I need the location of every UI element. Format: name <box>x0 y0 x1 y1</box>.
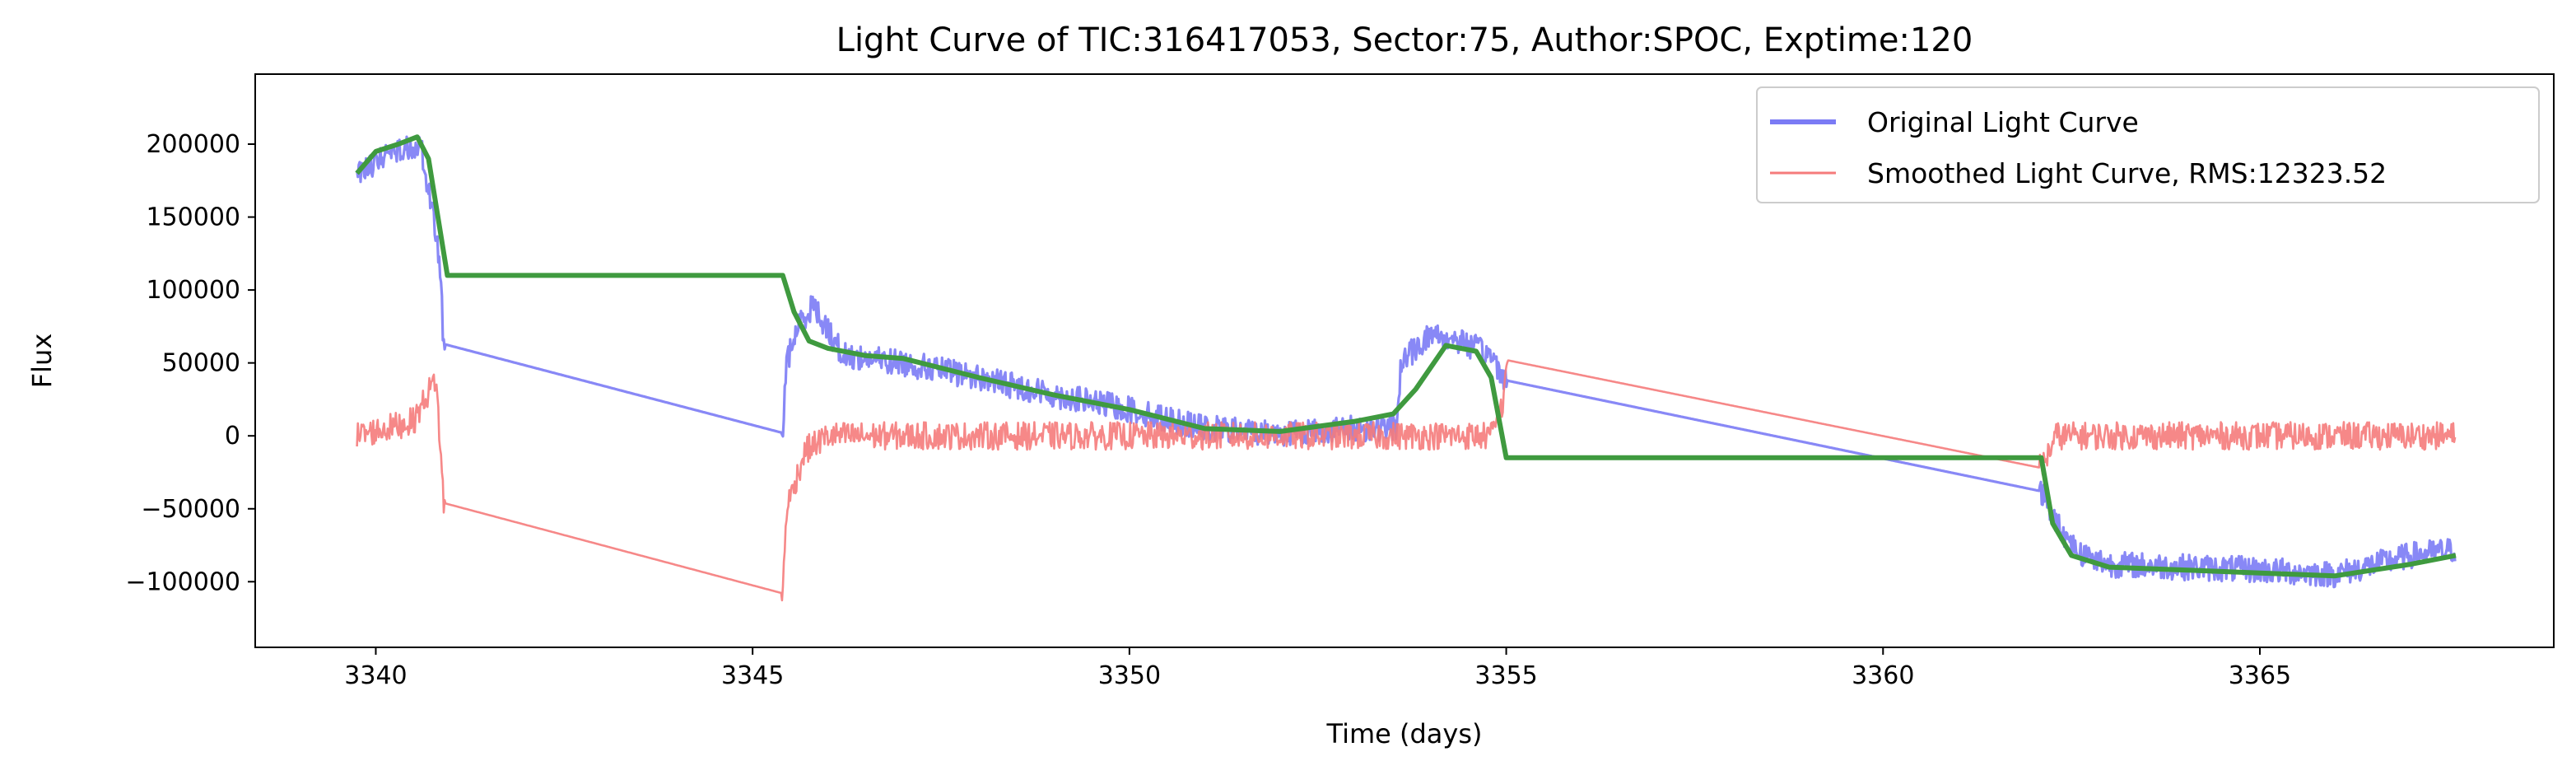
series-group <box>355 134 2457 602</box>
x-tick-label: 3355 <box>1474 661 1537 690</box>
x-tick-label: 3345 <box>721 661 784 690</box>
legend-label-smoothed: Smoothed Light Curve, RMS:12323.52 <box>1867 157 2387 189</box>
x-tick-label: 3340 <box>344 661 407 690</box>
series-line-residual <box>356 359 2457 602</box>
x-tick-label: 3360 <box>1852 661 1914 690</box>
y-tick-label: −50000 <box>141 495 240 524</box>
legend-label-original: Original Light Curve <box>1867 106 2139 138</box>
legend-box <box>1756 86 2540 203</box>
x-tick-label: 3350 <box>1098 661 1161 690</box>
y-tick-label: 50000 <box>162 349 240 378</box>
y-tick-label: 150000 <box>146 203 240 232</box>
y-tick-label: 0 <box>225 422 240 451</box>
series-line-trend <box>355 134 2457 579</box>
y-tick-label: 200000 <box>146 130 240 159</box>
y-axis-label: Flux <box>26 334 58 389</box>
legend: Original Light Curve Smoothed Light Curv… <box>1756 86 2540 203</box>
y-tick-label: 100000 <box>146 276 240 305</box>
axis-ticks: 3340 3345 3350 3355 3360 3365 200000 150000 1000… <box>125 130 2291 690</box>
y-tick-label: −100000 <box>125 567 240 596</box>
x-tick-label: 3365 <box>2229 661 2291 690</box>
plot-area <box>355 134 2457 602</box>
x-axis-label: Time (days) <box>1326 718 1483 749</box>
axes-frame <box>254 73 2555 648</box>
chart-title: Light Curve of TIC:316417053, Sector:75,… <box>836 21 1973 59</box>
